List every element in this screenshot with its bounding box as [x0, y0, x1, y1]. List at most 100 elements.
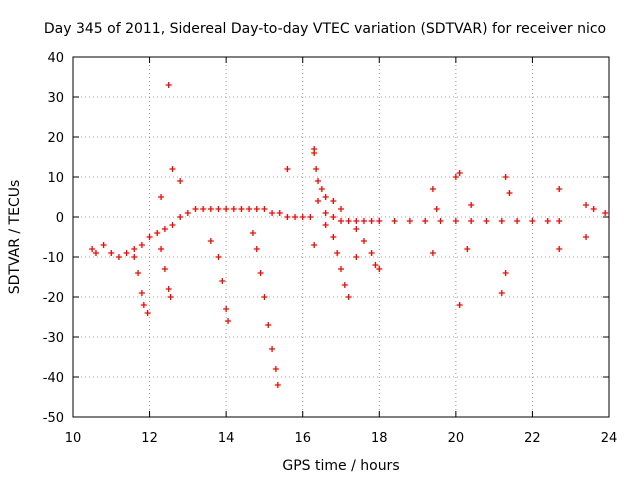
data-point [284, 166, 291, 172]
data-point [502, 174, 509, 180]
data-point [313, 166, 320, 172]
data-point [272, 366, 279, 372]
data-point [138, 242, 145, 248]
data-point [529, 218, 536, 224]
data-point [514, 218, 521, 224]
data-point [311, 146, 318, 152]
data-point [140, 302, 147, 308]
data-point [322, 194, 329, 200]
data-point [360, 218, 367, 224]
series-2 [158, 82, 590, 308]
data-point [192, 206, 199, 212]
x-axis: 10 12 14 16 18 20 22 24 [65, 57, 618, 446]
data-point [135, 270, 142, 276]
data-point [161, 266, 168, 272]
x-tick-label: 20 [448, 431, 465, 446]
data-point [433, 206, 440, 212]
data-point [334, 250, 341, 256]
data-point [146, 234, 153, 240]
data-point [422, 218, 429, 224]
data-point [165, 286, 172, 292]
data-point [338, 218, 344, 224]
x-tick-label: 14 [218, 431, 235, 446]
data-point [269, 346, 276, 352]
data-point [249, 230, 256, 236]
data-point [92, 250, 99, 256]
data-point [261, 294, 268, 300]
data-point [161, 226, 168, 232]
data-point [483, 218, 490, 224]
data-point [338, 206, 344, 212]
chart-title: Day 345 of 2011, Sidereal Day-to-day VTE… [44, 21, 606, 37]
x-tick-label: 10 [65, 431, 82, 446]
data-point [360, 238, 367, 244]
y-tick-label: 40 [47, 51, 64, 66]
y-tick-label: -40 [43, 371, 64, 386]
data-point [207, 206, 214, 212]
data-point [154, 230, 161, 236]
data-point [307, 214, 314, 220]
data-point [345, 218, 352, 224]
data-point [108, 250, 115, 256]
data-point [330, 234, 337, 240]
data-point [338, 266, 344, 272]
data-point [284, 214, 291, 220]
data-point [376, 218, 383, 224]
data-point [376, 266, 383, 272]
y-axis: 40 30 20 10 0 -10 -20 -30 -40 -50 [43, 51, 609, 426]
data-point [215, 206, 222, 212]
data-point [322, 222, 329, 228]
x-tick-label: 22 [524, 431, 541, 446]
data-point [464, 246, 471, 252]
data-point [215, 254, 222, 260]
data-point [372, 262, 379, 268]
data-point [437, 218, 444, 224]
plot-frame [72, 56, 610, 418]
data-point [177, 178, 184, 184]
data-point [556, 246, 563, 252]
data-point [261, 206, 268, 212]
data-point [131, 254, 138, 260]
data-point [452, 218, 459, 224]
data-point [602, 210, 609, 216]
data-point [498, 290, 505, 296]
x-tick-label: 18 [371, 431, 388, 446]
data-point [223, 206, 230, 212]
data-point [100, 242, 107, 248]
data-point [315, 198, 322, 204]
data-point [330, 214, 337, 220]
x-tick-label: 24 [601, 431, 618, 446]
data-point [345, 294, 352, 300]
data-point [89, 246, 96, 252]
data-point [429, 186, 436, 192]
data-point [230, 206, 237, 212]
data-point [169, 222, 176, 228]
data-point [391, 218, 398, 224]
y-tick-label: -30 [43, 331, 64, 346]
data-point [583, 234, 590, 240]
data-point [322, 210, 329, 216]
data-point [468, 218, 475, 224]
data-point [167, 294, 174, 300]
data-point [276, 210, 283, 216]
data-point [169, 166, 176, 172]
data-point [200, 206, 207, 212]
data-point [165, 82, 172, 88]
data-point [131, 246, 138, 252]
data-point [115, 254, 122, 260]
y-tick-label: 20 [47, 131, 64, 146]
series-1 [131, 150, 383, 388]
data-point [225, 318, 232, 324]
grid-lines [73, 57, 609, 417]
data-point [158, 246, 165, 252]
data-point [341, 282, 348, 288]
data-point [506, 190, 513, 196]
data-point [158, 194, 165, 200]
x-tick-label: 12 [141, 431, 158, 446]
data-point [498, 218, 505, 224]
y-tick-label: 10 [47, 171, 64, 186]
y-tick-label: 0 [56, 211, 64, 226]
data-point [353, 226, 360, 232]
data-point [353, 254, 360, 260]
